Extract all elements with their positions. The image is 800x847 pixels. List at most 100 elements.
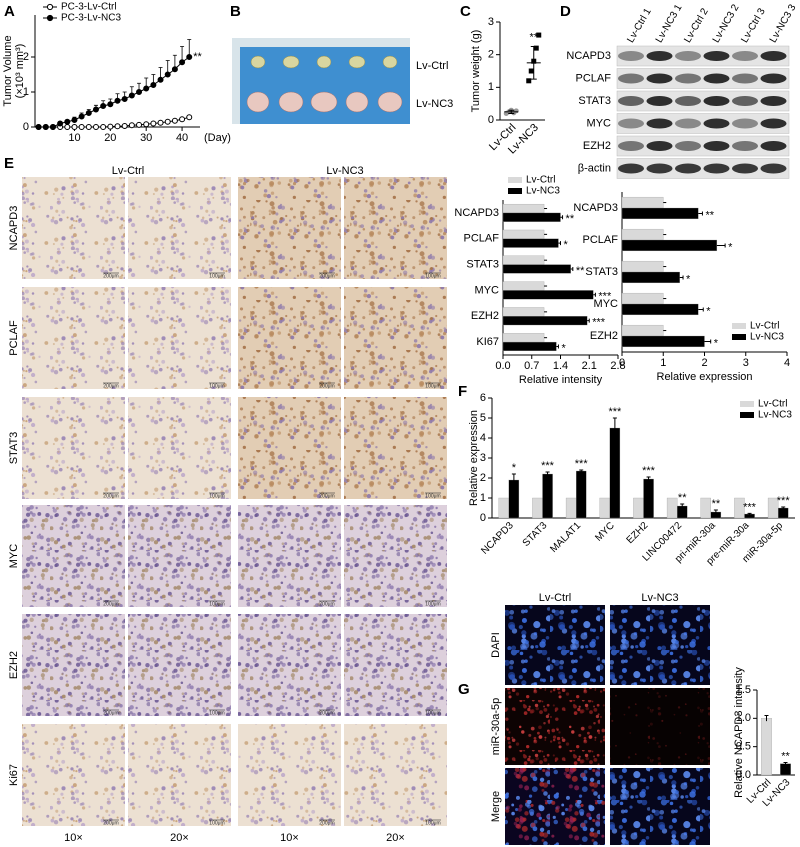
protein-label: MYC [587, 117, 612, 129]
ihc-image [128, 397, 231, 499]
bar [621, 335, 705, 348]
x-tick-label: 2.1 [582, 360, 597, 372]
scale-label: 200μm [103, 493, 118, 499]
y-tick-label: 1 [23, 86, 29, 98]
legend-label: Lv-NC3 [758, 410, 792, 421]
ihc-image [344, 724, 447, 826]
annotation: ** [705, 209, 714, 221]
y-tick-label: MYC [475, 284, 500, 296]
bar [502, 333, 545, 343]
y-tick-label: STAT3 [466, 258, 499, 270]
annotation: * [706, 305, 711, 317]
blot-band [732, 51, 758, 61]
point [107, 123, 114, 130]
bar [621, 196, 664, 209]
bar [502, 255, 545, 265]
tumor [310, 91, 338, 113]
lane-label: Lv-NC3 3 [768, 2, 799, 44]
blot-band [646, 163, 673, 174]
x-tick-label: 2.8 [610, 360, 625, 372]
blot-band [760, 163, 787, 174]
x-tick-label: STAT3 [521, 520, 550, 549]
scale-label: 200μm [319, 493, 334, 499]
point [92, 106, 99, 113]
photo-label: Lv-Ctrl [416, 60, 448, 72]
y-tick-label: 1 [488, 81, 494, 93]
point [164, 118, 171, 125]
row-label: NCAPD3 [8, 206, 20, 251]
bar [502, 316, 588, 326]
annotation: *** [592, 317, 606, 329]
tumor [377, 91, 403, 113]
magnification: 20× [386, 832, 405, 844]
point [128, 122, 135, 129]
blot-band [618, 163, 644, 174]
point [157, 76, 164, 83]
ihc-image [128, 614, 231, 716]
y-tick-label: 0 [23, 121, 29, 133]
legend-swatch [508, 177, 522, 183]
blot-band [703, 73, 730, 84]
legend-label: Lv-Ctrl [758, 399, 787, 410]
annotation: * [686, 273, 691, 285]
point [100, 124, 107, 130]
annotation: *** [777, 495, 791, 507]
row-label: MYC [8, 544, 20, 569]
blot-band [732, 118, 758, 129]
row-label: PCLAF [8, 320, 20, 356]
error-bar [679, 275, 684, 280]
y-tick-label: KI67 [476, 336, 499, 348]
point [49, 124, 56, 130]
point [533, 45, 539, 51]
ihc-image [22, 397, 125, 499]
annotation: ** [529, 31, 538, 43]
bar [498, 497, 509, 519]
magnification: 10× [280, 832, 299, 844]
protein-label: NCAPD3 [566, 50, 611, 62]
bar [532, 497, 543, 519]
error-bar [508, 109, 515, 114]
bar [621, 324, 664, 337]
blot-band [618, 73, 644, 84]
point [35, 124, 42, 130]
error-bar [704, 339, 712, 344]
blot-band [675, 51, 701, 61]
if-image [610, 688, 710, 765]
error-bar [587, 318, 590, 323]
bar [621, 303, 699, 316]
annotation: ** [712, 498, 721, 510]
legend-swatch [732, 323, 746, 329]
point [71, 124, 78, 130]
ihc-image [344, 614, 447, 716]
point [78, 124, 85, 130]
error-bar [556, 344, 559, 349]
if-image [505, 768, 605, 845]
point [136, 121, 143, 128]
error-bar [781, 506, 786, 509]
legend-marker [46, 14, 54, 22]
annotation: ** [193, 51, 202, 63]
ihc-image [238, 505, 341, 607]
ihc-image [22, 177, 125, 279]
bar [502, 341, 557, 352]
legend-label: Lv-NC3 [526, 186, 560, 197]
point [64, 118, 71, 125]
error-bar [747, 512, 752, 515]
annotation: *** [575, 458, 589, 470]
annotation: ** [678, 492, 687, 504]
scale-label: 200μm [103, 710, 118, 716]
blot-band [760, 73, 787, 84]
blot-band [675, 96, 701, 106]
tumor [345, 91, 369, 113]
row-label: DAPI [490, 632, 502, 658]
scale-label: 200μm [319, 710, 334, 716]
protein-label: β-actin [578, 162, 611, 174]
x-tick-label: 40 [176, 132, 188, 144]
bar [643, 478, 654, 519]
legend-swatch [508, 188, 522, 194]
row-label: STAT3 [8, 432, 20, 465]
blot-strip [616, 68, 790, 89]
tumor [348, 55, 366, 69]
x-tick-label: 2 [701, 357, 707, 369]
point [64, 124, 71, 130]
